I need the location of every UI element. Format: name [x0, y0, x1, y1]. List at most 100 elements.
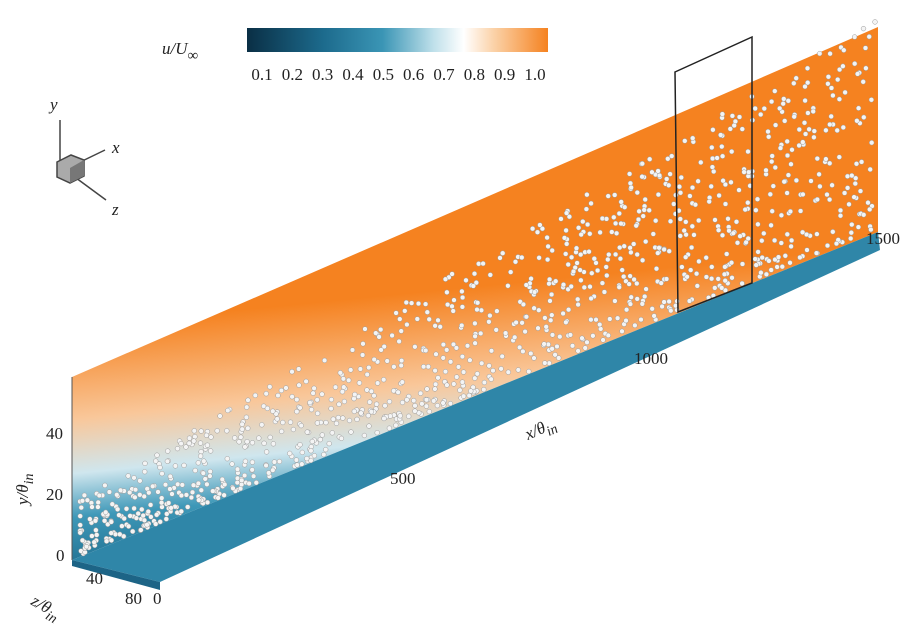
- particle: [200, 470, 206, 476]
- particle: [487, 272, 493, 278]
- particle: [230, 485, 236, 491]
- particle: [785, 172, 792, 178]
- particle: [393, 310, 399, 316]
- particle: [828, 85, 835, 91]
- particle: [729, 113, 736, 119]
- particle: [500, 250, 506, 256]
- particle: [692, 202, 699, 208]
- particle: [836, 96, 843, 102]
- particle: [94, 532, 100, 538]
- particle: [775, 254, 782, 260]
- particle: [515, 367, 521, 373]
- y-tick-label: 20: [46, 485, 63, 504]
- particle: [140, 512, 146, 519]
- particle: [613, 230, 620, 236]
- particle: [474, 300, 481, 306]
- particle: [215, 495, 221, 501]
- particle: [125, 473, 131, 479]
- particle: [348, 429, 354, 435]
- particle: [861, 212, 867, 218]
- particle: [544, 234, 550, 241]
- particle: [642, 196, 648, 203]
- particle: [178, 440, 184, 447]
- particle: [154, 512, 160, 518]
- particle: [542, 360, 548, 366]
- particle: [788, 237, 795, 244]
- particle: [519, 254, 525, 261]
- particle: [426, 408, 432, 415]
- particle: [649, 169, 655, 175]
- particle: [628, 294, 634, 300]
- label-sub: ∞: [188, 48, 199, 64]
- particle: [618, 220, 624, 227]
- particle: [547, 298, 553, 304]
- particles: [77, 19, 878, 557]
- particle: [626, 281, 632, 287]
- particle: [546, 276, 553, 283]
- particle: [239, 477, 245, 484]
- particle: [481, 386, 487, 393]
- particle: [157, 464, 163, 471]
- particle: [402, 308, 408, 314]
- particle: [768, 267, 774, 273]
- particle: [772, 164, 778, 171]
- particle: [308, 448, 314, 454]
- particle: [655, 191, 662, 198]
- particle: [563, 210, 570, 216]
- particle: [195, 480, 202, 487]
- particle: [326, 440, 332, 447]
- particle: [490, 367, 496, 374]
- particle: [664, 176, 670, 182]
- particle: [804, 65, 811, 71]
- particle: [575, 301, 581, 308]
- particle: [651, 313, 657, 319]
- particle: [777, 145, 784, 151]
- particle: [793, 75, 799, 81]
- particle: [830, 92, 836, 99]
- particle: [549, 312, 555, 318]
- particle: [787, 260, 793, 266]
- particle: [796, 126, 802, 133]
- particle: [336, 401, 342, 407]
- particle: [691, 232, 697, 238]
- particle: [739, 126, 745, 132]
- particle: [865, 200, 871, 206]
- particle: [224, 456, 230, 462]
- particle: [846, 201, 852, 207]
- particle: [195, 460, 201, 466]
- particle: [548, 317, 554, 323]
- particle: [677, 233, 683, 239]
- particle: [623, 317, 629, 324]
- particle: [563, 227, 569, 234]
- particle: [763, 271, 770, 277]
- particle: [444, 289, 450, 295]
- particle: [710, 127, 716, 133]
- particle: [311, 453, 318, 459]
- particle: [244, 439, 250, 445]
- particle: [816, 171, 822, 177]
- particle: [628, 184, 634, 191]
- particle: [381, 415, 387, 422]
- particle: [106, 489, 113, 495]
- particle: [844, 173, 851, 179]
- particle: [689, 223, 695, 229]
- particle: [549, 247, 555, 254]
- particle: [198, 449, 204, 455]
- particle: [109, 501, 115, 507]
- particle: [391, 364, 397, 370]
- particle: [759, 254, 765, 261]
- particle: [304, 429, 310, 435]
- particle: [603, 264, 609, 270]
- particle: [854, 118, 860, 124]
- particle: [239, 426, 245, 432]
- particle: [357, 366, 364, 372]
- particle: [772, 88, 778, 94]
- particle: [621, 243, 627, 249]
- particle: [703, 274, 710, 280]
- particle: [175, 481, 181, 487]
- particle: [321, 451, 327, 458]
- particle: [83, 543, 90, 550]
- particle: [597, 229, 603, 236]
- particle: [520, 301, 527, 308]
- particle: [253, 480, 259, 486]
